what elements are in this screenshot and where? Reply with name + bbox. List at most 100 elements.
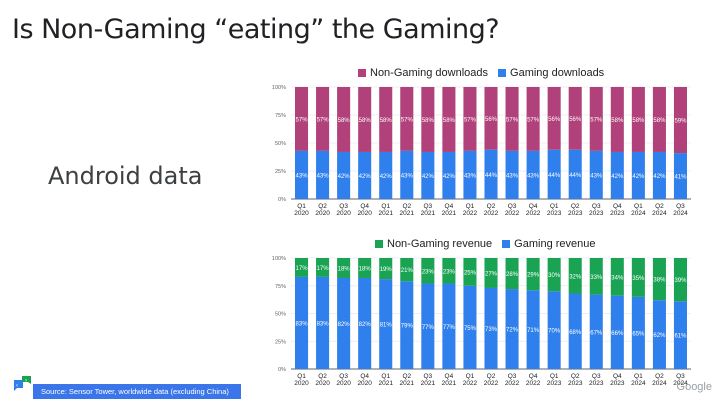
data-label: 29%	[527, 273, 540, 279]
x-tick-label: 2020	[294, 380, 309, 387]
legend-label: Non-Gaming revenue	[387, 238, 493, 250]
bar-segment-gaming-downloads	[505, 150, 519, 199]
bar-segment-non-gaming-revenue	[631, 258, 645, 297]
bar-segment-gaming-downloads	[358, 151, 372, 199]
x-tick-label: 2024	[631, 210, 646, 217]
x-tick-label: 2021	[421, 380, 436, 387]
bar-segment-gaming-revenue	[547, 291, 561, 369]
x-tick-label: Q4	[445, 203, 454, 210]
x-tick-label: Q3	[424, 203, 433, 210]
bar-segment-non-gaming-downloads	[673, 87, 687, 154]
x-tick-label: 2022	[463, 380, 478, 387]
source-note: Source: Sensor Tower, worldwide data (ex…	[33, 384, 241, 399]
legend-swatch	[358, 69, 366, 77]
x-tick-label: 2020	[336, 210, 351, 217]
bar-segment-gaming-revenue	[505, 289, 519, 369]
data-label: 57%	[506, 117, 519, 123]
bar-segment-gaming-revenue	[589, 294, 603, 369]
data-label: 42%	[422, 174, 435, 180]
data-label: 83%	[296, 321, 309, 327]
x-tick-label: 2023	[547, 210, 562, 217]
x-tick-label: 2021	[400, 210, 415, 217]
y-tick-label: 75%	[275, 284, 286, 290]
data-label: 57%	[401, 117, 414, 123]
bar-segment-gaming-revenue	[484, 287, 498, 369]
bar-segment-gaming-downloads	[547, 149, 561, 199]
data-label: 42%	[359, 174, 372, 180]
bar-segment-gaming-downloads	[652, 151, 666, 199]
x-tick-label: 2022	[463, 210, 478, 217]
x-tick-label: 2022	[526, 380, 541, 387]
bar-segment-non-gaming-revenue	[295, 258, 309, 277]
x-tick-label: Q3	[676, 203, 685, 210]
bar-segment-non-gaming-revenue	[379, 258, 393, 280]
x-tick-label: 2022	[505, 210, 520, 217]
data-label: 57%	[527, 117, 540, 123]
x-tick-label: Q4	[529, 203, 538, 210]
downloads-legend: Non-Gaming downloads Gaming downloads	[358, 67, 610, 79]
x-tick-label: Q4	[529, 373, 538, 380]
x-tick-label: Q4	[613, 373, 622, 380]
data-label: 38%	[653, 278, 666, 284]
x-tick-label: Q2	[402, 373, 411, 380]
data-label: 57%	[317, 117, 330, 123]
data-label: 75%	[464, 326, 477, 332]
bar-segment-non-gaming-downloads	[358, 87, 372, 152]
legend-non-gaming-revenue: Non-Gaming revenue	[375, 238, 492, 250]
x-tick-label: Q1	[297, 203, 306, 210]
x-tick-label: Q1	[550, 203, 559, 210]
data-label: 43%	[464, 173, 477, 179]
data-label: 59%	[674, 119, 687, 125]
data-label: 33%	[590, 275, 603, 281]
x-tick-label: Q4	[360, 373, 369, 380]
bar-segment-gaming-revenue	[631, 296, 645, 369]
svg-text:‹: ‹	[16, 383, 18, 389]
revenue-legend: Non-Gaming revenue Gaming revenue	[375, 238, 602, 250]
data-label: 28%	[506, 272, 519, 278]
x-tick-label: 2020	[336, 380, 351, 387]
x-tick-label: Q2	[487, 203, 496, 210]
x-tick-label: 2021	[442, 210, 457, 217]
x-tick-label: 2023	[568, 380, 583, 387]
x-tick-label: 2024	[673, 380, 688, 387]
x-tick-label: Q3	[508, 203, 517, 210]
bar-segment-non-gaming-downloads	[442, 87, 456, 152]
bar-segment-gaming-revenue	[652, 300, 666, 369]
data-label: 25%	[464, 270, 477, 276]
x-tick-label: Q4	[360, 203, 369, 210]
x-tick-label: Q3	[592, 373, 601, 380]
x-tick-label: 2021	[442, 380, 457, 387]
data-label: 58%	[380, 118, 393, 124]
data-label: 42%	[443, 174, 456, 180]
bar-segment-gaming-revenue	[463, 285, 477, 369]
x-tick-label: Q3	[676, 373, 685, 380]
slide-subtitle: Android data	[48, 162, 203, 190]
data-label: 56%	[548, 117, 561, 123]
x-tick-label: 2020	[294, 210, 309, 217]
x-tick-label: Q1	[634, 203, 643, 210]
bar-segment-gaming-downloads	[337, 151, 351, 199]
data-label: 42%	[338, 174, 351, 180]
x-tick-label: 2021	[421, 210, 436, 217]
legend-label: Gaming revenue	[514, 238, 596, 250]
data-label: 19%	[380, 267, 393, 273]
legend-gaming-downloads: Gaming downloads	[498, 67, 604, 79]
data-label: 58%	[443, 118, 456, 124]
bar-segment-non-gaming-revenue	[547, 258, 561, 292]
x-tick-label: 2020	[357, 380, 372, 387]
google-logo: Google	[676, 381, 712, 393]
x-tick-label: 2021	[400, 380, 415, 387]
bar-segment-gaming-revenue	[400, 281, 414, 369]
data-label: 77%	[443, 325, 456, 331]
bar-segment-non-gaming-revenue	[652, 258, 666, 301]
data-label: 18%	[338, 266, 351, 272]
bar-segment-non-gaming-downloads	[379, 87, 393, 152]
x-tick-label: Q2	[487, 373, 496, 380]
bar-segment-non-gaming-revenue	[568, 258, 582, 294]
bar-segment-gaming-downloads	[421, 151, 435, 199]
data-label: 17%	[296, 266, 309, 272]
x-tick-label: Q3	[592, 203, 601, 210]
data-label: 30%	[548, 273, 561, 279]
data-label: 58%	[359, 118, 372, 124]
